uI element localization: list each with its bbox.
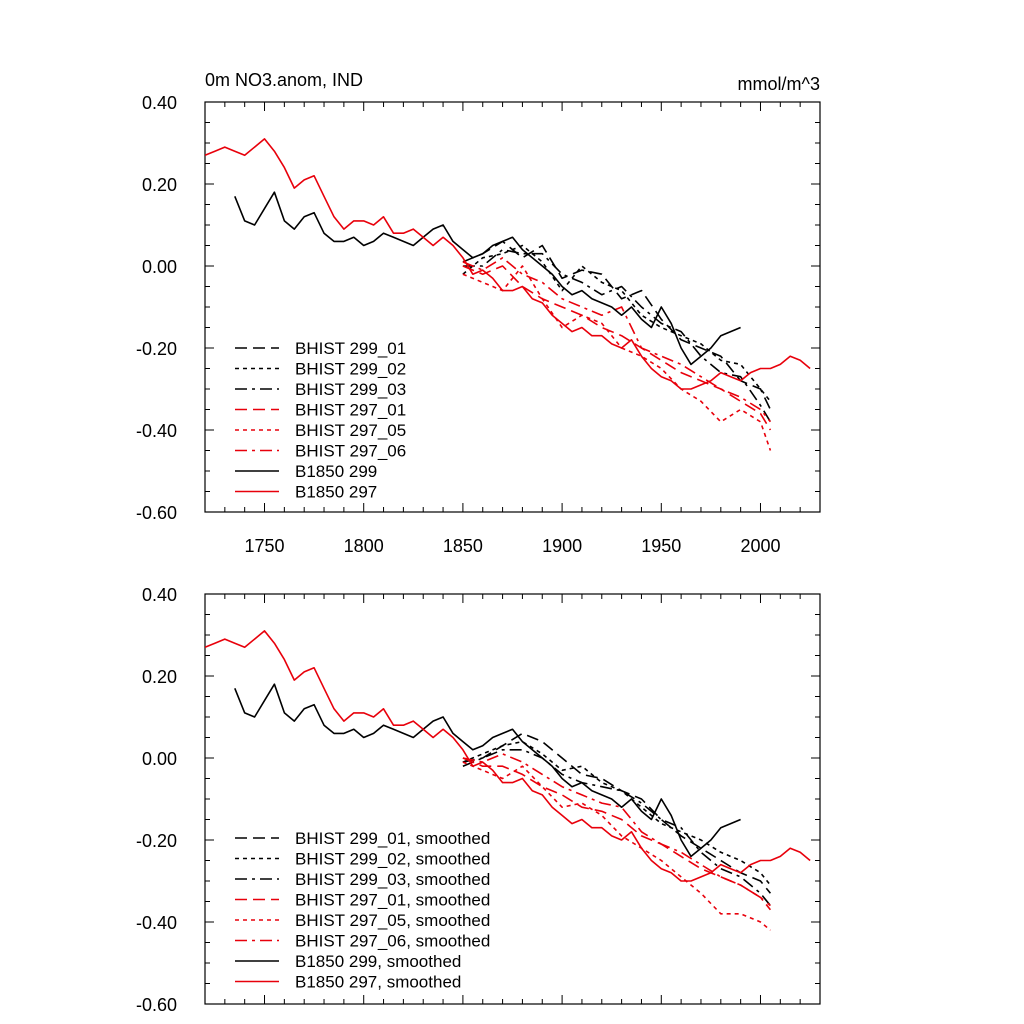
- series-line: [462, 761, 771, 931]
- y-tick-label: 0.40: [142, 93, 177, 113]
- y-tick-label: -0.60: [136, 503, 177, 523]
- legend-label: BHIST 299_01, smoothed: [295, 829, 490, 848]
- series-line: [234, 191, 741, 366]
- series-line: [462, 265, 772, 431]
- legend-label: B1850 297: [295, 483, 377, 502]
- x-tick-label: 1900: [542, 536, 582, 556]
- series-line: [205, 630, 811, 882]
- y-tick-label: 0.20: [142, 667, 177, 687]
- x-tick-label: 1950: [641, 536, 681, 556]
- series-line: [205, 138, 811, 390]
- series-line: [462, 248, 772, 423]
- x-tick-label: 2000: [740, 536, 780, 556]
- legend-label: B1850 299: [295, 462, 377, 481]
- y-tick-label: -0.20: [136, 339, 177, 359]
- y-tick-label: -0.40: [136, 913, 177, 933]
- series-line: [462, 244, 772, 402]
- y-tick-label: 0.40: [142, 585, 177, 605]
- series-lines: [205, 138, 811, 451]
- bottom-panel: 0.40 0.20 0.00 -0.20 -0.40 -0.60 BHIST 299_01,…: [136, 585, 821, 1015]
- legend-label: BHIST 297_05, smoothed: [295, 911, 490, 930]
- legend-label: BHIST 297_01, smoothed: [295, 891, 490, 910]
- series-line: [462, 740, 772, 886]
- y-tick-label: 0.00: [142, 749, 177, 769]
- y-tick-label: -0.20: [136, 831, 177, 851]
- legend-label: BHIST 299_03, smoothed: [295, 870, 490, 889]
- x-tick-label: 1800: [344, 536, 384, 556]
- legend-label: BHIST 299_02, smoothed: [295, 850, 490, 869]
- series-line: [462, 257, 772, 423]
- series-line: [462, 757, 771, 907]
- legend-label: BHIST 299_03: [295, 380, 406, 399]
- x-tick-label: 1750: [244, 536, 284, 556]
- x-tick-label: 1850: [443, 536, 483, 556]
- legend-label: BHIST 297_05: [295, 421, 406, 440]
- legend-label: BHIST 297_01: [295, 401, 406, 420]
- y-tick-label: -0.60: [136, 995, 177, 1015]
- series-line: [462, 753, 772, 911]
- top-panel: 0.40 0.20 0.00 -0.20 -0.40 -0.60 1750 1800 1850 1…: [136, 70, 821, 556]
- y-tick-label: -0.40: [136, 421, 177, 441]
- series-line: [462, 749, 772, 907]
- series-lines: [205, 630, 811, 931]
- units-label: mmol/m^3: [738, 74, 820, 94]
- series-line: [462, 240, 772, 410]
- legend-label: B1850 299, smoothed: [295, 952, 461, 971]
- legend-label: BHIST 297_06, smoothed: [295, 932, 490, 951]
- y-tick-label: 0.20: [142, 175, 177, 195]
- y-tick-label: 0.00: [142, 257, 177, 277]
- panel-title: 0m NO3.anom, IND: [205, 70, 363, 90]
- legend-label: B1850 297, smoothed: [295, 973, 461, 992]
- legend-label: BHIST 297_06: [295, 442, 406, 461]
- legend-label: BHIST 299_02: [295, 360, 406, 379]
- series-line: [234, 683, 741, 858]
- legend-label: BHIST 299_01: [295, 339, 406, 358]
